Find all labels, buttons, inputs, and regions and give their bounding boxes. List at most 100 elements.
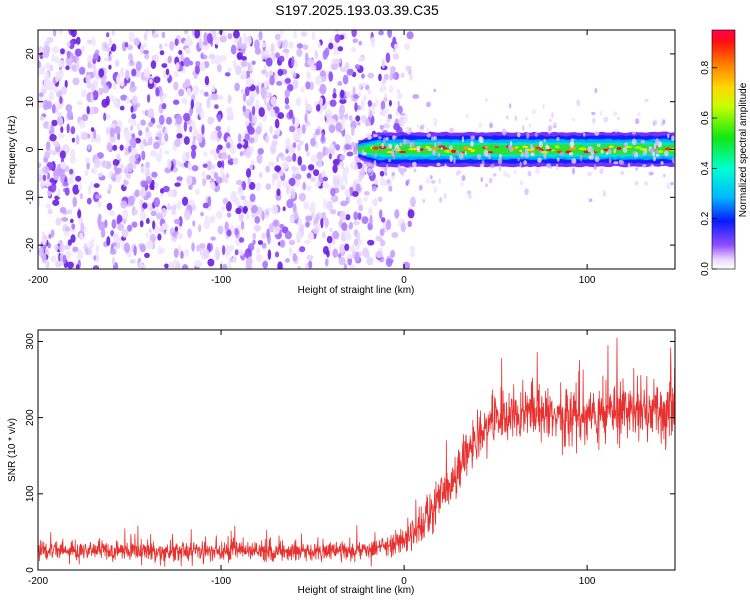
noise-speckle <box>42 51 50 58</box>
band-speckle <box>402 167 408 173</box>
noise-speckle <box>188 125 193 133</box>
band-speckle <box>480 176 484 183</box>
snr-x-tick-label: 100 <box>579 576 596 587</box>
noise-speckle <box>194 260 202 268</box>
band-speckle <box>570 138 575 142</box>
noise-speckle <box>175 62 180 71</box>
colorbar-ticks: 0.0 0.2 0.4 0.6 0.8 <box>700 60 717 276</box>
noise-speckle <box>109 94 115 102</box>
noise-speckle <box>201 124 205 135</box>
band-speckle <box>526 132 530 139</box>
noise-speckle <box>146 240 154 250</box>
noise-speckle <box>177 245 182 253</box>
noise-speckle <box>140 180 148 188</box>
noise-speckle <box>407 220 413 228</box>
noise-speckle <box>42 89 46 95</box>
noise-speckle <box>353 238 358 246</box>
band-speckle <box>461 136 465 143</box>
noise-speckle <box>329 99 337 107</box>
noise-speckle <box>165 116 173 125</box>
noise-speckle <box>344 144 351 151</box>
noise-speckle <box>108 183 112 191</box>
noise-speckle <box>151 171 158 178</box>
spectrogram-plot-area <box>38 30 675 269</box>
noise-speckle <box>159 43 163 50</box>
noise-speckle <box>378 73 382 82</box>
noise-speckle <box>375 250 383 259</box>
noise-speckle <box>292 131 297 141</box>
noise-speckle <box>298 192 306 202</box>
noise-speckle <box>80 131 88 141</box>
noise-speckle <box>98 68 105 78</box>
noise-speckle <box>58 59 65 67</box>
noise-speckle <box>224 176 229 184</box>
noise-speckle <box>347 195 351 204</box>
band-speckle <box>640 139 646 144</box>
band-speckle <box>523 160 528 165</box>
band-speckle <box>538 140 543 148</box>
noise-speckle <box>52 141 60 147</box>
noise-speckle <box>125 69 130 81</box>
noise-speckle <box>113 164 118 172</box>
noise-speckle <box>194 188 200 196</box>
noise-speckle <box>326 200 333 211</box>
signal-hot-pixel <box>470 148 475 153</box>
noise-speckle <box>145 161 150 169</box>
noise-speckle <box>367 100 373 107</box>
noise-speckle <box>106 141 113 152</box>
noise-speckle <box>282 48 290 54</box>
band-speckle <box>588 198 593 203</box>
noise-speckle <box>332 92 337 99</box>
band-speckle <box>593 164 597 170</box>
noise-speckle <box>211 84 216 93</box>
noise-speckle <box>388 85 394 93</box>
noise-speckle <box>312 227 320 235</box>
band-speckle <box>510 140 513 147</box>
noise-speckle <box>332 248 339 258</box>
noise-speckle <box>110 46 114 52</box>
noise-speckle <box>335 121 342 132</box>
noise-speckle <box>143 70 151 78</box>
noise-speckle <box>86 106 90 115</box>
band-speckle <box>599 168 604 175</box>
noise-speckle <box>90 127 95 132</box>
noise-speckle <box>219 55 227 62</box>
noise-speckle <box>294 173 302 180</box>
noise-speckle <box>403 43 411 51</box>
noise-speckle <box>226 126 231 133</box>
noise-speckle <box>276 188 281 196</box>
noise-speckle <box>245 168 252 178</box>
noise-speckle <box>69 168 74 175</box>
noise-speckle <box>284 231 292 240</box>
noise-speckle <box>300 86 305 93</box>
spectrogram-y-tick-label: -20 <box>25 237 36 252</box>
noise-speckle <box>92 265 100 269</box>
spectrogram-x-ticks: -200 -100 0 100 <box>28 30 596 286</box>
band-speckle <box>421 124 425 130</box>
noise-speckle <box>391 72 397 80</box>
noise-speckle <box>292 142 297 149</box>
noise-speckle <box>225 248 229 260</box>
band-speckle <box>642 163 647 168</box>
noise-speckle <box>221 245 226 256</box>
noise-speckle <box>194 64 201 75</box>
noise-speckle <box>227 32 233 40</box>
noise-speckle <box>352 86 356 95</box>
noise-speckle <box>145 126 150 133</box>
noise-speckle <box>258 172 263 179</box>
noise-speckle <box>181 264 189 269</box>
band-speckle <box>433 136 437 141</box>
noise-speckle <box>306 150 310 157</box>
band-speckle <box>529 143 533 149</box>
noise-speckle <box>194 30 201 39</box>
noise-speckle <box>216 64 222 73</box>
noise-speckle <box>112 158 120 167</box>
noise-speckle <box>115 174 122 181</box>
noise-speckle <box>269 75 275 86</box>
noise-speckle <box>119 105 125 111</box>
noise-speckle <box>139 220 144 228</box>
noise-speckle <box>93 129 97 140</box>
noise-speckle <box>130 105 134 113</box>
noise-speckle <box>265 165 270 173</box>
band-speckle <box>571 118 576 122</box>
